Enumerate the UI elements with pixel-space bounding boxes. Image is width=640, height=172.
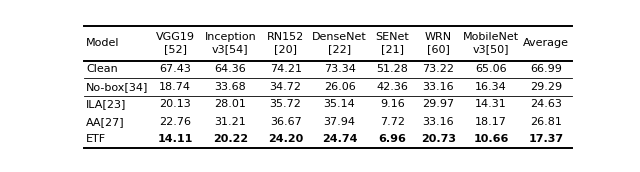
Text: 42.36: 42.36 — [376, 82, 408, 92]
Text: 20.22: 20.22 — [213, 134, 248, 144]
Text: 65.06: 65.06 — [476, 64, 507, 74]
Text: 14.11: 14.11 — [157, 134, 193, 144]
Text: 28.01: 28.01 — [214, 99, 246, 109]
Text: Inception
v3[54]: Inception v3[54] — [205, 32, 256, 55]
Text: 33.16: 33.16 — [422, 82, 454, 92]
Text: No-box[34]: No-box[34] — [86, 82, 148, 92]
Text: MobileNet
v3[50]: MobileNet v3[50] — [463, 32, 519, 55]
Text: 29.29: 29.29 — [531, 82, 563, 92]
Text: 73.22: 73.22 — [422, 64, 454, 74]
Text: 34.72: 34.72 — [269, 82, 301, 92]
Text: 29.97: 29.97 — [422, 99, 454, 109]
Text: 20.73: 20.73 — [421, 134, 456, 144]
Text: 24.74: 24.74 — [322, 134, 357, 144]
Text: ILA[23]: ILA[23] — [86, 99, 126, 109]
Text: 33.16: 33.16 — [422, 117, 454, 127]
Text: 35.14: 35.14 — [324, 99, 355, 109]
Text: 7.72: 7.72 — [380, 117, 404, 127]
Text: WRN
[60]: WRN [60] — [425, 32, 452, 55]
Text: Average: Average — [524, 38, 570, 48]
Text: 64.36: 64.36 — [214, 64, 246, 74]
Text: 31.21: 31.21 — [214, 117, 246, 127]
Text: AA[27]: AA[27] — [86, 117, 125, 127]
Text: SENet
[21]: SENet [21] — [375, 32, 409, 55]
Text: 66.99: 66.99 — [531, 64, 563, 74]
Text: 6.96: 6.96 — [378, 134, 406, 144]
Text: ETF: ETF — [86, 134, 106, 144]
Text: 17.37: 17.37 — [529, 134, 564, 144]
Text: 10.66: 10.66 — [474, 134, 509, 144]
Text: 22.76: 22.76 — [159, 117, 191, 127]
Text: 26.81: 26.81 — [531, 117, 563, 127]
Text: 24.63: 24.63 — [531, 99, 563, 109]
Text: Clean: Clean — [86, 64, 118, 74]
Text: 18.74: 18.74 — [159, 82, 191, 92]
Text: 16.34: 16.34 — [476, 82, 507, 92]
Text: 35.72: 35.72 — [269, 99, 301, 109]
Text: 36.67: 36.67 — [269, 117, 301, 127]
Text: 9.16: 9.16 — [380, 99, 404, 109]
Text: 24.20: 24.20 — [268, 134, 303, 144]
Text: 14.31: 14.31 — [476, 99, 507, 109]
Text: 73.34: 73.34 — [324, 64, 355, 74]
Text: 67.43: 67.43 — [159, 64, 191, 74]
Text: Model: Model — [86, 38, 120, 48]
Text: DenseNet
[22]: DenseNet [22] — [312, 32, 367, 55]
Text: 74.21: 74.21 — [269, 64, 301, 74]
Text: 18.17: 18.17 — [475, 117, 507, 127]
Text: 26.06: 26.06 — [324, 82, 355, 92]
Text: 51.28: 51.28 — [376, 64, 408, 74]
Text: RN152
[20]: RN152 [20] — [267, 32, 304, 55]
Text: 37.94: 37.94 — [324, 117, 356, 127]
Text: 33.68: 33.68 — [214, 82, 246, 92]
Text: VGG19
[52]: VGG19 [52] — [156, 32, 195, 55]
Text: 20.13: 20.13 — [159, 99, 191, 109]
